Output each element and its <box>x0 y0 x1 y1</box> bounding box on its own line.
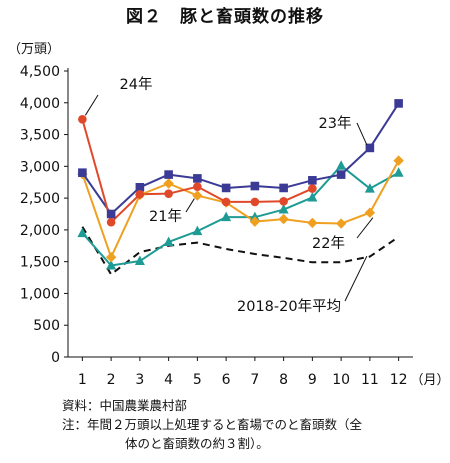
data-point-series-1 <box>221 197 231 207</box>
data-point-series-3 <box>278 213 289 225</box>
y-tick-label: 2,500 <box>20 191 60 207</box>
data-point-series-1 <box>193 182 202 191</box>
data-point-series-4 <box>106 259 117 270</box>
series-label-3: 22年 <box>312 235 345 252</box>
series-label-2: 23年 <box>319 115 352 132</box>
data-point-series-4 <box>221 211 232 222</box>
callout-leader-line <box>356 122 368 146</box>
x-tick-label: 7 <box>250 372 259 388</box>
data-point-series-2 <box>365 143 375 153</box>
data-point-series-2 <box>250 181 260 191</box>
data-point-series-2 <box>106 209 116 219</box>
data-point-series-4 <box>163 236 174 246</box>
data-point-series-2 <box>394 99 403 108</box>
data-point-series-1 <box>106 217 116 227</box>
data-point-series-2 <box>221 183 231 193</box>
data-point-series-4 <box>336 160 347 170</box>
data-point-series-4 <box>364 183 375 193</box>
data-point-series-3 <box>307 217 318 229</box>
callout-leader-line <box>185 198 195 213</box>
chart-title: 図２ 豚と畜頭数の推移 <box>126 7 324 27</box>
data-point-series-2 <box>135 183 145 192</box>
data-point-series-3 <box>335 218 347 229</box>
x-axis-unit-label: （月） <box>410 373 449 388</box>
data-point-series-1 <box>164 189 173 198</box>
data-point-series-1 <box>279 196 288 206</box>
data-point-series-1 <box>308 184 317 193</box>
y-tick-label: 500 <box>33 318 60 334</box>
series-line-3 <box>81 160 400 259</box>
series-label-5: 2018-20年平均 <box>237 298 341 315</box>
data-point-series-2 <box>164 170 173 179</box>
y-tick-label: 1,000 <box>20 286 60 302</box>
data-point-series-3 <box>364 207 376 218</box>
x-tick-label: 5 <box>193 372 202 388</box>
data-point-series-2 <box>308 176 317 185</box>
data-point-series-4 <box>77 227 88 238</box>
callout-leader-line <box>344 255 368 302</box>
data-point-series-2 <box>193 174 202 183</box>
x-tick-label: 4 <box>164 372 173 388</box>
callout-leader-line <box>84 94 99 116</box>
y-axis-unit-label: （万頭） <box>8 42 61 57</box>
data-point-series-2 <box>78 168 87 177</box>
data-point-series-1 <box>78 115 87 124</box>
series-line-2 <box>81 102 400 215</box>
data-point-series-3 <box>393 155 404 166</box>
y-tick-label: 3,000 <box>20 159 60 175</box>
series-line-5 <box>81 226 400 276</box>
x-tick-label: 10 <box>332 372 350 388</box>
y-tick-label: 0 <box>51 350 60 366</box>
x-tick-label: 11 <box>361 372 379 388</box>
data-point-series-4 <box>307 191 318 202</box>
footnote-line-1: 注：年間２万頭以上処理すると畜場でのと畜頭数（全 <box>62 417 363 432</box>
data-point-series-3 <box>105 252 117 263</box>
line-chart: 0 500 1,000 1,500 2,000 2,500 3,000 3,500 4,000 4… <box>20 64 450 388</box>
data-point-series-3 <box>163 178 174 189</box>
x-tick-label: 2 <box>107 372 116 388</box>
data-point-series-4 <box>393 167 404 177</box>
x-tick-label: 1 <box>78 372 87 388</box>
y-tick-label: 3,500 <box>20 128 60 144</box>
data-point-series-2 <box>279 183 288 193</box>
data-point-series-3 <box>192 190 203 201</box>
data-point-series-3 <box>249 216 261 227</box>
data-point-series-4 <box>278 204 289 214</box>
source-note: 資料：中国農業農村部 <box>62 398 188 413</box>
callout-leader-line <box>356 217 374 239</box>
data-point-series-1 <box>250 197 260 207</box>
y-tick-label: 2,000 <box>20 223 60 239</box>
series-line-1 <box>81 119 313 224</box>
y-tick-label: 4,500 <box>20 64 60 80</box>
chart-notes: 資料：中国農業農村部 注：年間２万頭以上処理すると畜場でのと畜頭数（全 体のと畜… <box>62 396 362 453</box>
x-tick-label: 6 <box>222 372 231 388</box>
series-label-4: 21年 <box>149 208 182 225</box>
data-point-series-4 <box>134 255 145 266</box>
series-label-1: 24年 <box>120 76 153 93</box>
data-point-series-2 <box>336 170 346 179</box>
data-point-series-1 <box>135 189 145 199</box>
x-tick-label: 9 <box>308 372 317 388</box>
y-tick-label: 4,000 <box>20 96 60 112</box>
x-tick-label: 12 <box>390 372 408 388</box>
x-tick-label: 8 <box>279 372 288 388</box>
y-tick-label: 1,500 <box>20 255 60 271</box>
x-tick-label: 3 <box>135 372 144 388</box>
footnote-line-2: 体のと畜頭数の約３割）。 <box>125 436 269 451</box>
data-point-series-4 <box>192 225 203 236</box>
